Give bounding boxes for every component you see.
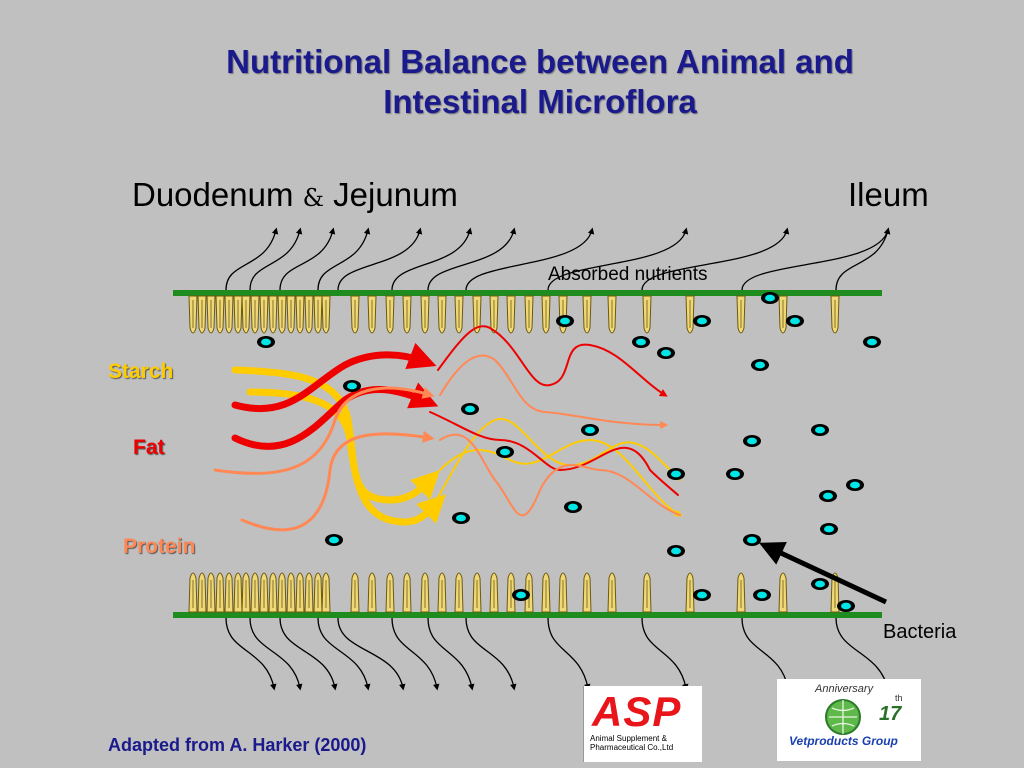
asp-logo: ASP Animal Supplement & Pharmaceutical C…	[583, 686, 702, 762]
secretion-arrow	[741, 617, 791, 691]
bacteria-group	[257, 292, 881, 612]
absorption-arrow	[225, 227, 279, 291]
bacterium	[667, 468, 685, 480]
bacterium	[811, 578, 829, 590]
asp-logo-subtitle: Animal Supplement & Pharmaceutical Co.,L…	[590, 734, 673, 752]
jejunum-label: Jejunum	[333, 176, 458, 213]
ileum-label: Ileum	[848, 176, 929, 213]
vet-anniversary-suffix: th	[895, 693, 903, 703]
vet-anniversary-number: 17	[879, 703, 902, 725]
protein-flow	[213, 354, 681, 532]
absorption-arrow	[741, 227, 891, 291]
bacterium	[753, 589, 771, 601]
bacterium	[496, 446, 514, 458]
duodenum-jejunum-label: Duodenum & Jejunum	[132, 176, 458, 214]
bacterium	[257, 336, 275, 348]
bacterium	[819, 490, 837, 502]
bacterium	[667, 545, 685, 557]
bacterium	[743, 435, 761, 447]
absorbed-nutrients-label: Absorbed nutrients	[548, 264, 708, 285]
secretion-arrow	[641, 617, 689, 691]
title-line-2: Intestinal Microflora	[383, 83, 697, 120]
secretion-arrow	[391, 617, 440, 691]
absorption-arrow	[465, 227, 595, 291]
absorption-arrow	[547, 227, 689, 291]
starch-label: Starch	[108, 360, 174, 383]
fat-label: Fat	[133, 436, 165, 459]
absorption-arrow	[641, 227, 790, 291]
title-line-1: Nutritional Balance between Animal and	[226, 43, 854, 80]
secretion-arrow	[465, 617, 517, 691]
bacterium	[693, 589, 711, 601]
bacterium	[564, 501, 582, 513]
fat-flow	[231, 325, 679, 496]
bacterium	[452, 512, 470, 524]
vet-anniversary-text: Anniversary	[815, 683, 874, 695]
vet-logo-name: Vetproducts Group	[789, 734, 898, 748]
bacterium	[461, 403, 479, 415]
duodenum-label: Duodenum	[132, 176, 294, 213]
bacterium	[657, 347, 675, 359]
bacterium	[581, 424, 599, 436]
absorption-arrow	[835, 227, 891, 291]
lower-intestinal-wall	[173, 612, 882, 618]
secretion-arrow	[835, 617, 891, 693]
bacterium	[726, 468, 744, 480]
secretion-arrow	[547, 617, 591, 691]
secretion-arrow	[279, 617, 338, 691]
absorption-arrow	[427, 227, 517, 291]
lower-villi	[188, 572, 840, 613]
source-credit: Adapted from A. Harker (2000)	[108, 735, 367, 755]
absorption-arrow	[249, 227, 303, 291]
bacterium	[811, 424, 829, 436]
bacterium	[820, 523, 838, 535]
bacterium	[693, 315, 711, 327]
absorption-arrow	[391, 227, 473, 291]
absorption-arrows-up	[225, 227, 891, 291]
bacterium	[761, 292, 779, 304]
bacteria-label: Bacteria	[883, 621, 957, 643]
absorption-arrow	[337, 227, 423, 291]
upper-intestinal-wall	[173, 290, 882, 296]
bacterium	[837, 600, 855, 612]
asp-subtitle-line-1: Animal Supplement &	[590, 734, 667, 743]
bacterium	[743, 534, 761, 546]
asp-logo-name: ASP	[592, 688, 682, 735]
upper-villi	[188, 295, 840, 334]
bacteria-pointer-arrow	[758, 542, 888, 605]
bacterium	[556, 315, 574, 327]
secretion-arrow	[249, 617, 303, 691]
secretion-arrow	[337, 617, 406, 691]
absorption-arrow	[279, 227, 336, 291]
bacterium	[846, 479, 864, 491]
vetproducts-logo: Anniversary 17 th Vetproducts Group	[777, 679, 921, 761]
bacterium	[786, 315, 804, 327]
bacterium	[632, 336, 650, 348]
bacterium	[512, 589, 530, 601]
protein-label: Protein	[123, 535, 196, 558]
bacterium	[863, 336, 881, 348]
page-title: Nutritional Balance between Animal and I…	[120, 42, 960, 122]
asp-subtitle-line-2: Pharmaceutical Co.,Ltd	[590, 743, 674, 752]
ampersand: &	[302, 184, 324, 212]
secretion-arrow	[427, 617, 475, 691]
absorption-arrow	[317, 227, 371, 291]
bacterium	[751, 359, 769, 371]
secretion-arrow	[225, 617, 277, 691]
secretion-arrows-down	[225, 617, 891, 693]
secretion-arrow	[317, 617, 371, 691]
bacterium	[343, 380, 361, 392]
globe-icon	[825, 699, 861, 735]
bacterium	[325, 534, 343, 546]
